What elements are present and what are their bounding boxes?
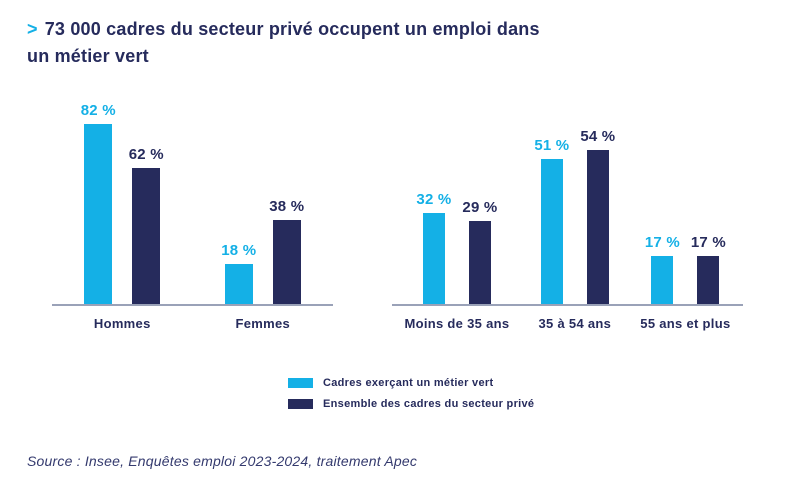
x-axis-line [52, 304, 333, 306]
category-label: Hommes [93, 316, 151, 331]
bar-value-label: 32 % [416, 191, 452, 208]
legend-label: Cadres exerçant un métier vert [323, 377, 494, 389]
bar-column: 29 % [462, 199, 497, 304]
bar-value-label: 17 % [690, 234, 726, 251]
bar-column: 62 % [129, 146, 164, 304]
bar-value-label: 54 % [580, 128, 616, 145]
bar-column: 51 % [534, 137, 569, 304]
bar-pair: 17 % 17 % [645, 96, 726, 304]
bar-value-label: 51 % [534, 137, 570, 154]
bar-value-label: 62 % [128, 146, 164, 163]
bar-value-label: 29 % [462, 199, 498, 216]
page-title: >73 000 cadres du secteur privé occupent… [27, 16, 757, 70]
bar-pair: 18 % 38 % [221, 96, 304, 304]
bar-pair: 82 % 62 % [81, 96, 164, 304]
page-title-line1: 73 000 cadres du secteur privé occupent … [44, 19, 540, 39]
bar-group: 51 % 54 % 35 à 54 ans [534, 96, 615, 334]
page-title-line2: un métier vert [27, 46, 149, 66]
bar-pair: 32 % 29 % [416, 96, 497, 304]
bar-group: 32 % 29 % Moins de 35 ans [404, 96, 509, 334]
chevron-bullet-icon: > [27, 19, 38, 39]
bar-value-label: 82 % [80, 102, 116, 119]
legend-item-metier-vert: Cadres exerçant un métier vert [288, 377, 534, 389]
bar [586, 150, 609, 304]
bar-pair: 51 % 54 % [534, 96, 615, 304]
bar [272, 220, 301, 304]
bar-column: 18 % [221, 242, 256, 304]
bar-value-label: 18 % [221, 242, 257, 259]
bar-column: 82 % [81, 102, 116, 304]
bar-group: 17 % 17 % 55 ans et plus [640, 96, 730, 334]
bar-column: 38 % [269, 198, 304, 304]
category-label: Moins de 35 ans [404, 316, 510, 331]
bar-group: 82 % 62 % Hommes [81, 96, 164, 334]
bar-value-label: 17 % [644, 234, 680, 251]
bar [651, 256, 674, 304]
bar-group: 18 % 38 % Femmes [221, 96, 304, 334]
bar-column: 17 % [645, 234, 680, 304]
bar-column: 32 % [416, 191, 451, 304]
bar [84, 124, 113, 304]
bar-value-label: 38 % [269, 198, 305, 215]
legend-label: Ensemble des cadres du secteur privé [323, 398, 535, 410]
bar-column: 17 % [691, 234, 726, 304]
bar [224, 264, 253, 304]
chart-age: 32 % 29 % Moins de 35 ans 51 % 54 % 35 à 54 a… [392, 96, 743, 334]
legend-swatch-navy [288, 399, 313, 409]
bar [697, 256, 720, 304]
category-label: Femmes [235, 316, 291, 331]
category-label: 55 ans et plus [640, 316, 731, 331]
x-axis-line [392, 304, 743, 306]
bar [422, 213, 445, 304]
source-note: Source : Insee, Enquêtes emploi 2023-202… [27, 453, 418, 469]
category-label: 35 à 54 ans [538, 316, 612, 331]
bar-column: 54 % [580, 128, 615, 304]
bar [540, 159, 563, 304]
bar [132, 168, 161, 304]
legend: Cadres exerçant un métier vert Ensemble … [288, 377, 534, 419]
legend-item-ensemble: Ensemble des cadres du secteur privé [288, 398, 534, 410]
bar [468, 221, 491, 304]
legend-swatch-cyan [288, 378, 313, 388]
chart-gender: 82 % 62 % Hommes 18 % 38 % Femmes [52, 96, 333, 334]
